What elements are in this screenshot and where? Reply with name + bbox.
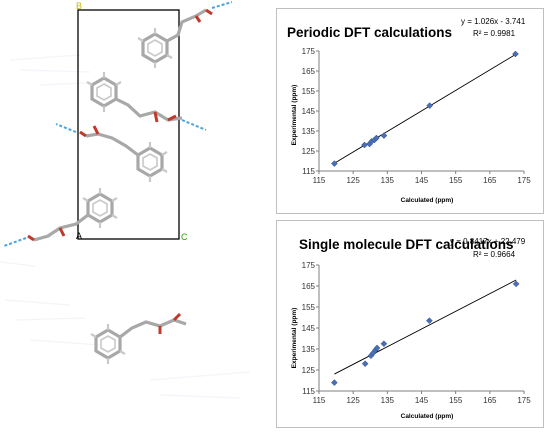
data-point: [331, 379, 338, 386]
data-point: [361, 360, 369, 368]
y-tick-label: 175: [302, 261, 316, 270]
y-tick-label: 165: [302, 282, 316, 291]
x-tick-label: 145: [415, 396, 429, 405]
single-molecule-dft-chart-panel: Single molecule DFT calculations y = 0.8…: [276, 220, 544, 428]
crystal-structure-image: B A C: [0, 1, 251, 399]
r-squared: R² = 0.9981: [473, 29, 516, 38]
x-tick-label: 175: [517, 176, 531, 185]
x-tick-label: 115: [313, 176, 326, 185]
x-tick-label: 155: [449, 176, 463, 185]
cell-label-c: C: [181, 232, 188, 242]
x-tick-label: 165: [483, 176, 497, 185]
x-tick-label: 135: [381, 176, 395, 185]
x-axis-label: Calculated (ppm): [401, 197, 454, 204]
x-tick-label: 125: [346, 396, 360, 405]
cell-label-a: A: [76, 231, 82, 241]
trendline: [334, 54, 516, 164]
x-tick-label: 165: [483, 396, 497, 405]
x-axis-label: Calculated (ppm): [401, 413, 454, 420]
r-squared: R² = 0.9664: [473, 250, 516, 259]
data-point: [373, 344, 381, 352]
y-axis-label: Experimental (ppm): [291, 308, 298, 369]
periodic-dft-chart-panel: Periodic DFT calculations y = 1.026x - 3…: [276, 8, 544, 214]
y-tick-label: 135: [302, 127, 316, 136]
x-tick-label: 115: [313, 396, 326, 405]
cell-label-b: B: [76, 1, 82, 11]
data-point: [426, 317, 433, 325]
y-tick-label: 155: [302, 303, 316, 312]
y-tick-label: 135: [302, 345, 316, 354]
y-tick-label: 125: [302, 366, 316, 375]
data-point: [331, 160, 338, 167]
chart-title: Periodic DFT calculations: [287, 25, 452, 40]
data-point: [380, 132, 388, 139]
trendline-equation: y = 1.026x - 3.741: [461, 17, 526, 26]
y-tick-label: 115: [302, 387, 315, 396]
data-point: [361, 141, 368, 149]
chart-title: Single molecule DFT calculations: [299, 237, 514, 252]
data-point: [512, 50, 519, 58]
data-point: [380, 340, 388, 348]
y-axis-label: Experimental (ppm): [291, 85, 298, 146]
trendline: [334, 279, 517, 375]
trendline-equation: y = 0.8417x + 22.479: [450, 237, 526, 246]
data-point: [512, 280, 520, 288]
x-tick-label: 145: [415, 176, 429, 185]
single-molecule-dft-scatter-chart: Single molecule DFT calculations y = 0.8…: [291, 237, 531, 420]
y-tick-label: 155: [302, 87, 316, 96]
y-tick-label: 145: [302, 324, 316, 333]
y-tick-label: 165: [302, 67, 316, 76]
y-tick-label: 125: [302, 147, 316, 156]
x-tick-label: 125: [346, 176, 360, 185]
data-point: [426, 102, 434, 109]
x-tick-label: 175: [517, 396, 531, 405]
y-tick-label: 175: [302, 47, 316, 56]
y-tick-label: 115: [302, 167, 315, 176]
x-tick-label: 135: [381, 396, 395, 405]
data-point: [373, 134, 380, 142]
x-tick-label: 155: [449, 396, 463, 405]
y-tick-label: 145: [302, 107, 316, 116]
periodic-dft-scatter-chart: Periodic DFT calculations y = 1.026x - 3…: [287, 17, 531, 204]
